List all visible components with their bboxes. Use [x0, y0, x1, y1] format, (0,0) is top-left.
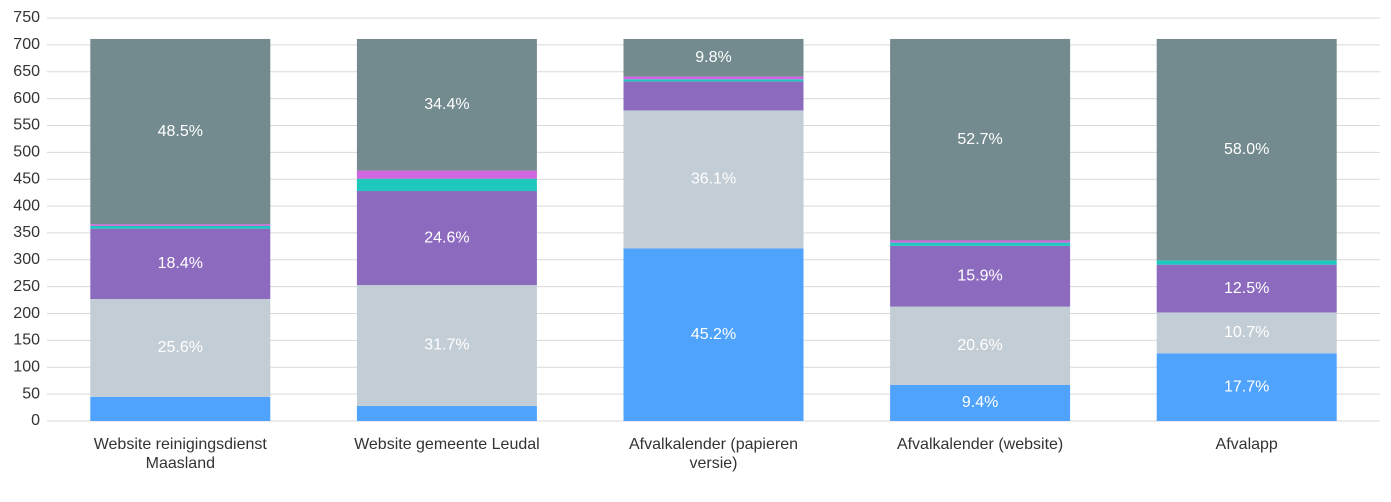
value-label: 25.6% — [158, 339, 203, 356]
bar-segment — [356, 191, 537, 286]
bar-segment — [623, 38, 804, 77]
bar-segment — [1156, 353, 1337, 421]
bar-segment — [890, 242, 1071, 246]
x-tick-label: Website reinigingsdienst Maasland — [93, 436, 267, 472]
y-tick-label: 450 — [13, 170, 40, 187]
bar-segment — [356, 178, 537, 192]
y-tick-label: 200 — [13, 305, 40, 322]
y-tick-label: 750 — [13, 9, 40, 26]
y-tick-label: 0 — [31, 412, 40, 429]
bar-segment — [890, 38, 1071, 241]
value-label: 58.0% — [1224, 141, 1269, 158]
bar-segment — [356, 405, 537, 421]
bar-segment — [890, 245, 1071, 307]
y-tick-label: 300 — [13, 251, 40, 268]
value-label: 18.4% — [158, 255, 203, 272]
y-tick-label: 150 — [13, 332, 40, 349]
bar-segment — [890, 240, 1071, 243]
value-label: 17.7% — [1224, 378, 1269, 395]
y-tick-label: 250 — [13, 278, 40, 295]
x-tick-label: Website gemeente Leudal — [354, 436, 540, 453]
bar-segment — [1156, 264, 1337, 313]
value-label: 9.8% — [695, 49, 731, 66]
value-label: 31.7% — [424, 337, 469, 354]
y-tick-label: 700 — [13, 36, 40, 53]
bar-segment — [623, 76, 804, 80]
value-label: 48.5% — [158, 123, 203, 140]
value-label: 20.6% — [957, 337, 1002, 354]
y-tick-label: 600 — [13, 90, 40, 107]
bar-segment — [890, 384, 1071, 421]
value-label: 34.4% — [424, 96, 469, 113]
value-label: 45.2% — [691, 326, 736, 343]
y-tick-label: 650 — [13, 63, 40, 80]
y-tick-label: 550 — [13, 117, 40, 134]
bar-segment — [90, 396, 271, 421]
bar-segment — [623, 110, 804, 249]
bar-segment — [356, 38, 537, 171]
bar-segment — [90, 225, 271, 229]
value-label: 24.6% — [424, 229, 469, 246]
bar-segment — [90, 228, 271, 300]
value-label: 52.7% — [957, 131, 1002, 148]
value-label: 9.4% — [962, 394, 998, 411]
bar-segment — [623, 79, 804, 82]
bar-segment — [890, 306, 1071, 385]
bar-segment — [90, 38, 271, 225]
bar-segment — [1156, 312, 1337, 354]
value-label: 36.1% — [691, 171, 736, 188]
bar-segment — [90, 299, 271, 397]
bar-segment — [90, 224, 271, 226]
bar-segment — [1156, 38, 1337, 261]
x-tick-label: Afvalkalender (website) — [896, 436, 1064, 453]
bar-segment — [623, 248, 804, 421]
y-tick-label: 50 — [22, 385, 40, 402]
bar-segment — [356, 170, 537, 179]
value-label: 12.5% — [1224, 280, 1269, 297]
x-tick-label: Afvalkalender (papieren versie) — [629, 436, 798, 472]
y-tick-label: 350 — [13, 224, 40, 241]
bar-segment — [1156, 260, 1337, 265]
bar-segment — [356, 285, 537, 406]
bar-segment — [623, 81, 804, 111]
value-label: 10.7% — [1224, 324, 1269, 341]
x-tick-label: Afvalapp — [1215, 436, 1278, 453]
y-tick-label: 400 — [13, 197, 40, 214]
y-tick-label: 100 — [13, 358, 40, 375]
value-label: 15.9% — [957, 267, 1002, 284]
y-tick-label: 500 — [13, 144, 40, 161]
